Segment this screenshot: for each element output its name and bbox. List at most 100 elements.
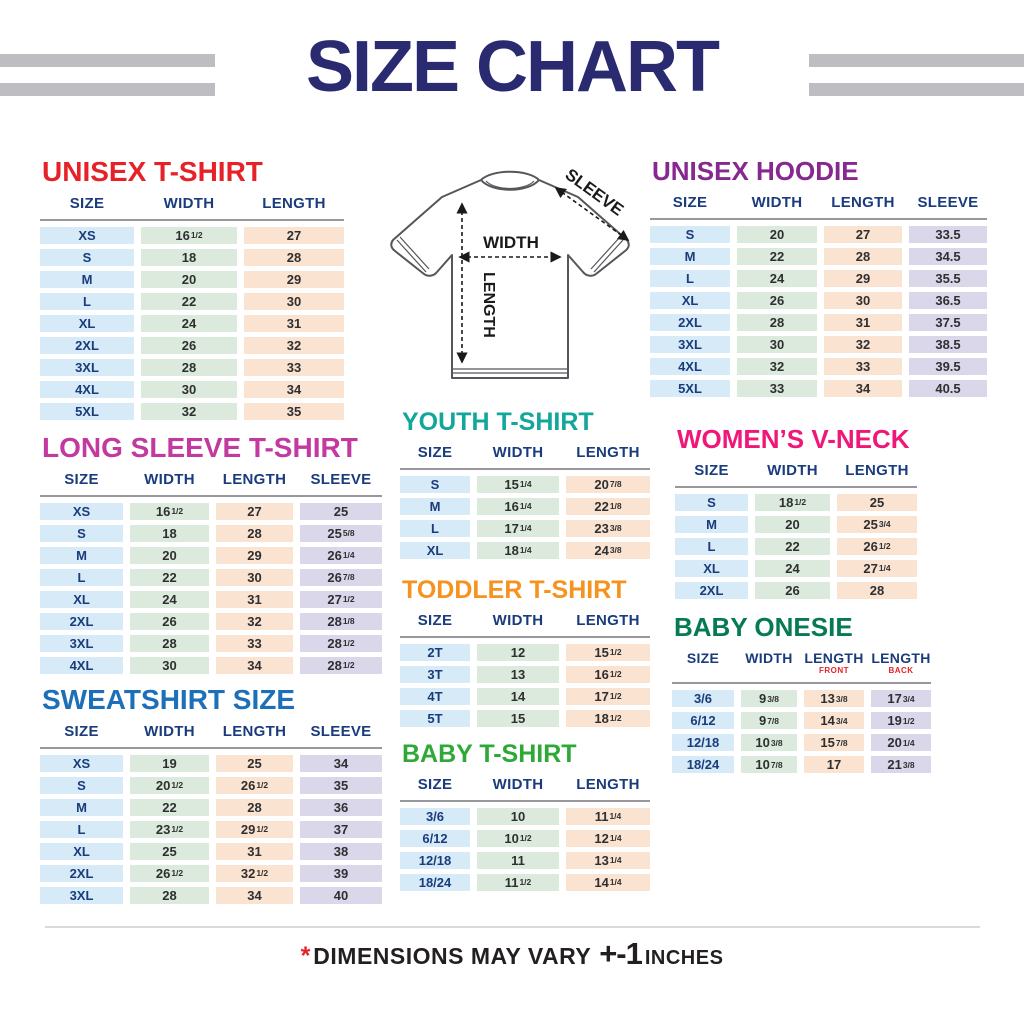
table-header-cell: WIDTH	[163, 195, 215, 212]
table-header-cell: WIDTH	[492, 444, 544, 461]
table-cell: 15 1/2	[566, 643, 650, 661]
table-cell: 4XL	[650, 357, 730, 375]
table-cell: 25 5/8	[300, 524, 382, 542]
table-cell: 25 3/4	[837, 515, 917, 533]
sweatshirt-table: SIZE WIDTH LENGTH SLEEVE XS 19 25 34 S 20 1/2 26 1/2…	[40, 723, 382, 904]
table-cell: 3/6	[672, 690, 734, 708]
table-cell: XL	[400, 541, 470, 559]
table-cell: 14 3/4	[804, 712, 864, 730]
table-cell: 19 1/2	[871, 712, 931, 730]
table-cell: 4XL	[40, 380, 134, 398]
table-cell: 25	[130, 842, 209, 860]
table-cell: 6/12	[672, 712, 734, 730]
table-cell: 32	[824, 335, 902, 353]
unisex-hoodie-title: UNISEX HOODIE	[652, 156, 859, 186]
section-unisex-hoodie: UNISEX HOODIE SIZE WIDTH LENGTH SLEEVE S 20 27…	[650, 156, 987, 397]
table-cell: 17 3/4	[871, 690, 931, 708]
table-cell: XS	[40, 502, 123, 520]
table-cell: 14 1/4	[566, 873, 650, 891]
table-cell: 29	[216, 546, 293, 564]
table-cell: 18/24	[400, 873, 470, 891]
table-header-cell: WIDTH	[751, 194, 803, 211]
table-cell: 26	[141, 336, 237, 354]
table-cell: 28	[130, 634, 209, 652]
table-header-cell: WIDTH	[492, 776, 544, 793]
table-cell: 24	[737, 269, 817, 287]
table-cell: 3XL	[650, 335, 730, 353]
youth-tshirt-table: SIZE WIDTH LENGTH S 15 1/4 20 7/8 M 16 1/4 22 1/8 L 17…	[400, 444, 650, 559]
table-cell: 28	[216, 798, 293, 816]
table-cell: 2XL	[40, 336, 134, 354]
table-cell: 26 1/2	[837, 537, 917, 555]
table-cell: 17	[804, 756, 864, 774]
table-cell: 21 3/8	[871, 756, 931, 774]
table-cell: 10	[477, 807, 559, 825]
table-header-cell: LENGTH	[576, 776, 640, 793]
table-cell: 32	[141, 402, 237, 420]
table-cell: 5XL	[40, 402, 134, 420]
table-cell: 38.5	[909, 335, 987, 353]
section-baby-onesie: BABY ONESIE SIZE WIDTH LENGTH FRONT LENGTH BA…	[672, 612, 931, 774]
table-header-cell: SIZE	[417, 612, 453, 629]
table-cell: 39	[300, 864, 382, 882]
table-cell: 26 7/8	[300, 568, 382, 586]
unisex-tshirt-title: UNISEX T-SHIRT	[42, 156, 263, 187]
table-cell: 26 1/4	[300, 546, 382, 564]
table-cell: 20	[737, 225, 817, 243]
table-cell: 19	[130, 754, 209, 772]
header-bar-right-bottom	[809, 83, 1024, 96]
table-cell: 16 1/2	[130, 502, 209, 520]
table-cell: XL	[40, 590, 123, 608]
sweatshirt-title: SWEATSHIRT SIZE	[42, 684, 296, 715]
table-header-divider	[650, 217, 987, 220]
table-cell: 40	[300, 886, 382, 904]
womens-vneck-title: WOMEN’S V-NECK	[677, 424, 910, 454]
table-cell: 28 1/2	[300, 656, 382, 674]
section-toddler-tshirt: TODDLER T-SHIRT SIZE WIDTH LENGTH 2T 12 15 1/2…	[400, 576, 650, 727]
table-header-cell: WIDTH	[767, 462, 818, 479]
table-cell: 22	[737, 247, 817, 265]
header-bar-left-bottom	[0, 83, 215, 96]
table-cell: 30	[141, 380, 237, 398]
table-cell: 5T	[400, 709, 470, 727]
table-cell: 9 3/8	[741, 690, 797, 708]
table-cell: L	[650, 269, 730, 287]
table-cell: 32	[737, 357, 817, 375]
table-cell: 32	[216, 612, 293, 630]
table-cell: 37.5	[909, 313, 987, 331]
table-cell: 24	[755, 559, 830, 577]
sleeve-arrow-icon	[554, 187, 630, 241]
header-bar-right-top	[809, 54, 1024, 67]
footer-unit: INCHES	[644, 947, 724, 969]
table-header-divider	[40, 746, 382, 749]
table-cell: 27	[824, 225, 902, 243]
table-cell: 11 1/2	[477, 873, 559, 891]
table-cell: S	[675, 493, 748, 511]
table-cell: 18 1/2	[566, 709, 650, 727]
table-header-cell: SIZE	[686, 650, 720, 666]
table-cell: 26 1/2	[216, 776, 293, 794]
table-cell: 35	[300, 776, 382, 794]
table-cell: 3XL	[40, 358, 134, 376]
table-cell: 28	[837, 581, 917, 599]
table-header-cell: LENGTH	[222, 471, 287, 488]
table-cell: 31	[824, 313, 902, 331]
table-cell: 22	[130, 568, 209, 586]
table-cell: 20 1/2	[130, 776, 209, 794]
table-cell: 22	[130, 798, 209, 816]
table-cell: 29	[824, 269, 902, 287]
table-cell: 15 1/4	[477, 475, 559, 493]
table-cell: L	[675, 537, 748, 555]
section-sweatshirt: SWEATSHIRT SIZE SIZE WIDTH LENGTH SLEEVE XS 1…	[40, 684, 382, 904]
unisex-hoodie-table: SIZE WIDTH LENGTH SLEEVE S 20 27 33.5 M 22 28 34.5 L…	[650, 194, 987, 397]
measurement-arrows	[456, 187, 630, 364]
table-cell: 34	[216, 886, 293, 904]
table-cell: M	[400, 497, 470, 515]
table-cell: 30	[216, 568, 293, 586]
table-cell: 14	[477, 687, 559, 705]
table-cell: M	[675, 515, 748, 533]
table-cell: 38	[300, 842, 382, 860]
table-cell: 34	[244, 380, 344, 398]
diagram-length-label: LENGTH	[480, 272, 497, 338]
